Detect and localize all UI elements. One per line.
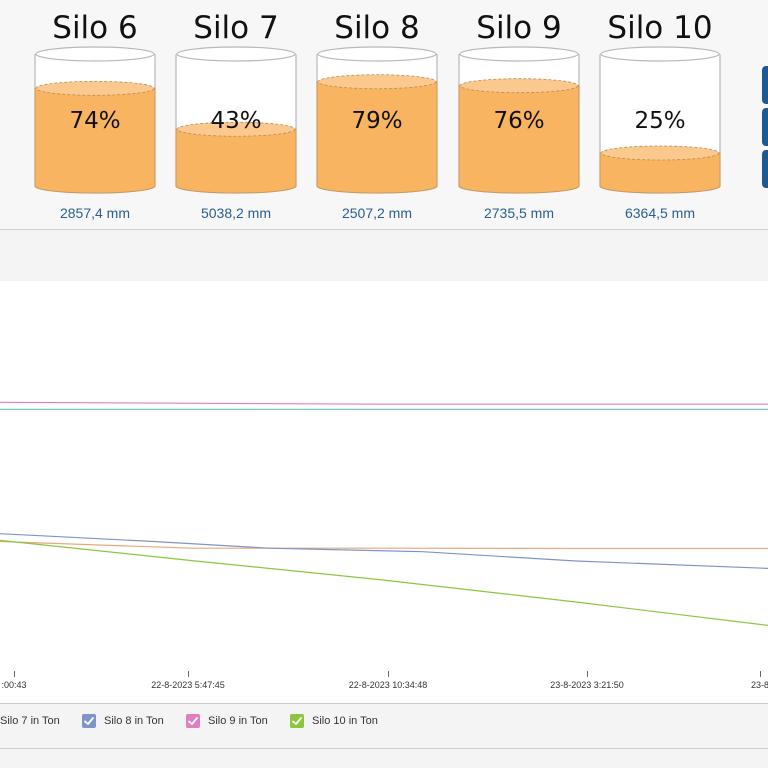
legend-item[interactable]: Silo 10 in Ton	[290, 712, 378, 730]
silo-fill-surface	[317, 74, 437, 90]
x-axis: :00:43 22-8-2023 5:47:45 22-8-2023 10:34:4…	[0, 671, 768, 703]
bottom-divider	[0, 748, 768, 749]
silo-percent: 74%	[69, 108, 120, 134]
silo-percent: 79%	[351, 108, 402, 134]
silo-7: Silo 7 43% 5038,2 mm	[171, 0, 301, 229]
silo-vessel: 74%	[34, 46, 156, 194]
silo-rim	[317, 46, 437, 62]
series-line-1	[0, 533, 768, 569]
silo-6: Silo 6 74% 2857,4 mm	[30, 0, 160, 229]
x-tick-mark	[388, 671, 389, 677]
x-tick-label: 23-8	[750, 680, 768, 690]
series-line-2	[0, 401, 768, 405]
chart-legend: Silo 7 in Ton Silo 8 in Ton Silo 9 in Ton S…	[0, 703, 768, 736]
silo-rim	[35, 46, 155, 62]
silo-fill-surface	[459, 78, 579, 94]
legend-item[interactable]: Silo 9 in Ton	[186, 712, 268, 730]
silo-percent: 25%	[634, 108, 685, 134]
x-tick-mark	[188, 671, 189, 677]
silo-level: 6364,5 mm	[624, 205, 696, 221]
silo-9: Silo 9 76% 2735,5 mm	[454, 0, 584, 229]
legend-item[interactable]: Silo 8 in Ton	[82, 712, 164, 730]
silo-percent: 43%	[210, 108, 261, 134]
silo-level: 2507,2 mm	[341, 205, 413, 221]
silo-fill	[458, 85, 580, 194]
x-tick-mark	[14, 671, 15, 677]
silo-title: Silo 9	[476, 10, 562, 46]
silo-title: Silo 10	[607, 10, 713, 46]
side-button-2[interactable]	[762, 108, 768, 146]
silo-rim	[176, 46, 296, 62]
x-tick-mark	[760, 671, 761, 677]
x-tick-label: 23-8-2023 3:21:50	[550, 680, 624, 690]
series-line-0	[0, 540, 768, 550]
checkbox-icon[interactable]	[82, 714, 96, 728]
x-tick-label: 22-8-2023 5:47:45	[151, 680, 225, 690]
legend-label: Silo 8 in Ton	[104, 715, 164, 727]
silo-fill-surface	[176, 121, 296, 137]
silo-vessel: 76%	[458, 46, 580, 194]
silo-fill	[34, 87, 156, 194]
legend-label: Silo 10 in Ton	[312, 715, 378, 727]
side-button-1[interactable]	[762, 66, 768, 104]
silo-level: 5038,2 mm	[200, 205, 272, 221]
checkbox-icon[interactable]	[186, 714, 200, 728]
silo-fill-surface	[600, 145, 720, 161]
chart-plot	[0, 401, 768, 626]
silo-vessel: 79%	[316, 46, 438, 194]
x-tick-label: :00:43	[1, 680, 27, 690]
silo-title: Silo 8	[334, 10, 420, 46]
checkbox-icon[interactable]	[290, 714, 304, 728]
silo-panel: Silo 6 74% 2857,4 mm Silo 7 43% 5038,2 mm Silo…	[0, 0, 768, 230]
silo-fill	[599, 152, 721, 194]
x-tick-mark	[587, 671, 588, 677]
silo-fill-surface	[35, 80, 155, 96]
silo-fill	[175, 128, 297, 194]
silo-rim	[600, 46, 720, 62]
silo-level: 2857,4 mm	[59, 205, 131, 221]
silo-rim	[459, 46, 579, 62]
silo-level: 2735,5 mm	[483, 205, 555, 221]
trend-chart	[0, 281, 768, 671]
series-line-4	[0, 539, 768, 626]
silo-vessel: 25%	[599, 46, 721, 194]
silo-percent: 76%	[493, 108, 544, 134]
silo-fill	[316, 81, 438, 194]
legend-label: Silo 7 in Ton	[0, 715, 60, 727]
silo-vessel: 43%	[175, 46, 297, 194]
legend-item[interactable]: Silo 7 in Ton	[0, 712, 60, 730]
legend-label: Silo 9 in Ton	[208, 715, 268, 727]
silo-title: Silo 7	[193, 10, 279, 46]
silo-title: Silo 6	[52, 10, 138, 46]
silo-8: Silo 8 79% 2507,2 mm	[312, 0, 442, 229]
silo-10: Silo 10 25% 6364,5 mm	[595, 0, 725, 229]
side-button-3[interactable]	[762, 150, 768, 188]
x-tick-label: 22-8-2023 10:34:48	[348, 680, 428, 690]
